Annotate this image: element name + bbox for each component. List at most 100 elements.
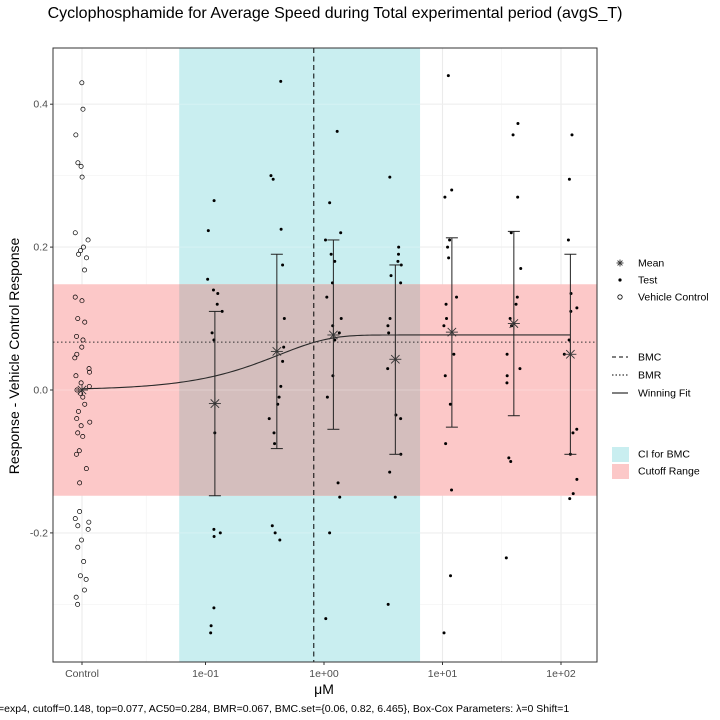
test-point — [333, 259, 337, 263]
mean-marker — [445, 326, 458, 339]
test-point — [442, 631, 446, 635]
vehicle-control-point — [74, 351, 80, 357]
y-tick-label: 0.0 — [33, 385, 48, 397]
vehicle-control-point — [77, 509, 83, 514]
chart-title: Cyclophosphamide for Average Speed durin… — [48, 5, 623, 22]
test-point — [387, 331, 391, 335]
test-point — [324, 617, 328, 621]
test-point — [282, 345, 286, 349]
test-point — [519, 267, 523, 271]
vehicle-control-point — [86, 519, 92, 525]
vehicle-control-point — [75, 160, 81, 166]
x-tick-label: 1e+00 — [309, 668, 339, 680]
test-point — [325, 295, 329, 299]
test-point — [277, 395, 281, 399]
vehicle-control-point — [75, 523, 81, 529]
test-point — [335, 129, 339, 133]
test-point — [446, 74, 450, 78]
vehicle-control-point — [72, 230, 78, 236]
test-point — [328, 201, 332, 205]
vehicle-control-point — [76, 251, 82, 257]
test-point — [455, 295, 459, 299]
vehicle-control-point — [80, 244, 86, 250]
vehicle-control-point — [86, 383, 92, 389]
legend-label: Mean — [638, 258, 664, 270]
x-tick-label: Control — [65, 668, 99, 680]
test-point — [220, 309, 224, 313]
asterisk-stroke — [390, 354, 400, 364]
test-point — [333, 338, 337, 342]
vehicle-control-point — [78, 423, 84, 429]
test-point — [272, 431, 276, 435]
test-point — [216, 292, 220, 296]
vehicle-control-point — [80, 106, 86, 112]
test-point — [444, 442, 448, 446]
vehicle-control-point — [82, 319, 88, 325]
vehicle-control-point — [84, 255, 89, 261]
mean-marker — [327, 328, 340, 341]
test-point — [386, 324, 390, 328]
test-point — [212, 199, 216, 203]
test-point — [337, 331, 341, 335]
panel-border — [52, 47, 598, 663]
asterisk-stroke — [565, 349, 575, 359]
test-point — [270, 524, 274, 528]
test-point — [218, 531, 222, 535]
test-point — [508, 317, 512, 321]
legend-label: Cutoff Range — [638, 466, 700, 478]
test-point — [444, 302, 448, 306]
test-point — [281, 263, 285, 267]
vehicle-control-point — [72, 516, 78, 522]
plot-panel: -0.2 0.0 0.2 0.4 Control 1e-01 1e+00 1e+01 1e+02 — [30, 47, 598, 680]
legend-test-key — [618, 278, 622, 282]
test-point — [336, 481, 340, 485]
vehicle-control-point — [73, 373, 79, 379]
vehicle-control-point — [78, 380, 84, 386]
vehicle-control-point — [74, 416, 80, 422]
test-point — [448, 402, 452, 406]
winning-fit-curve — [81, 334, 571, 391]
legend-mean-key — [616, 259, 624, 267]
test-point — [399, 417, 403, 421]
test-point — [323, 238, 327, 242]
test-point — [388, 317, 392, 321]
test-point — [267, 417, 271, 421]
test-point — [570, 133, 574, 137]
vehicle-control-point — [72, 355, 78, 361]
test-point — [278, 538, 282, 542]
test-point — [209, 624, 213, 628]
test-point — [566, 238, 570, 242]
vehicle-control-point — [87, 369, 92, 375]
vehicle-control-point — [75, 316, 81, 321]
vehicle-control-point — [75, 430, 81, 436]
test-point — [450, 488, 454, 492]
test-point — [450, 188, 454, 192]
test-point — [273, 531, 277, 535]
test-point — [396, 259, 400, 263]
x-tick-label: 1e+01 — [428, 668, 458, 680]
vehicle-control-point — [75, 601, 81, 607]
vehicle-control-point — [80, 394, 86, 400]
mean-marker — [507, 317, 520, 330]
vehicle-control-point — [74, 333, 79, 339]
mean-marker — [564, 348, 577, 361]
test-point — [447, 256, 451, 260]
legend-fill-key — [612, 464, 629, 479]
legend-fill-key — [612, 447, 629, 462]
test-point — [209, 631, 213, 635]
legend-label: BMR — [638, 370, 662, 382]
test-point — [211, 288, 215, 292]
vehicle-control-point — [81, 587, 87, 593]
vehicle-control-point — [78, 163, 84, 169]
test-point — [269, 174, 273, 178]
test-point — [567, 177, 571, 181]
y-tick-label: 0.2 — [33, 242, 48, 254]
test-point — [397, 245, 401, 249]
legend-label: Vehicle Control — [638, 292, 709, 304]
test-point — [509, 459, 513, 463]
test-point — [338, 495, 342, 499]
vehicle-control-point — [79, 80, 85, 86]
test-point — [397, 252, 401, 256]
test-point — [505, 381, 509, 385]
